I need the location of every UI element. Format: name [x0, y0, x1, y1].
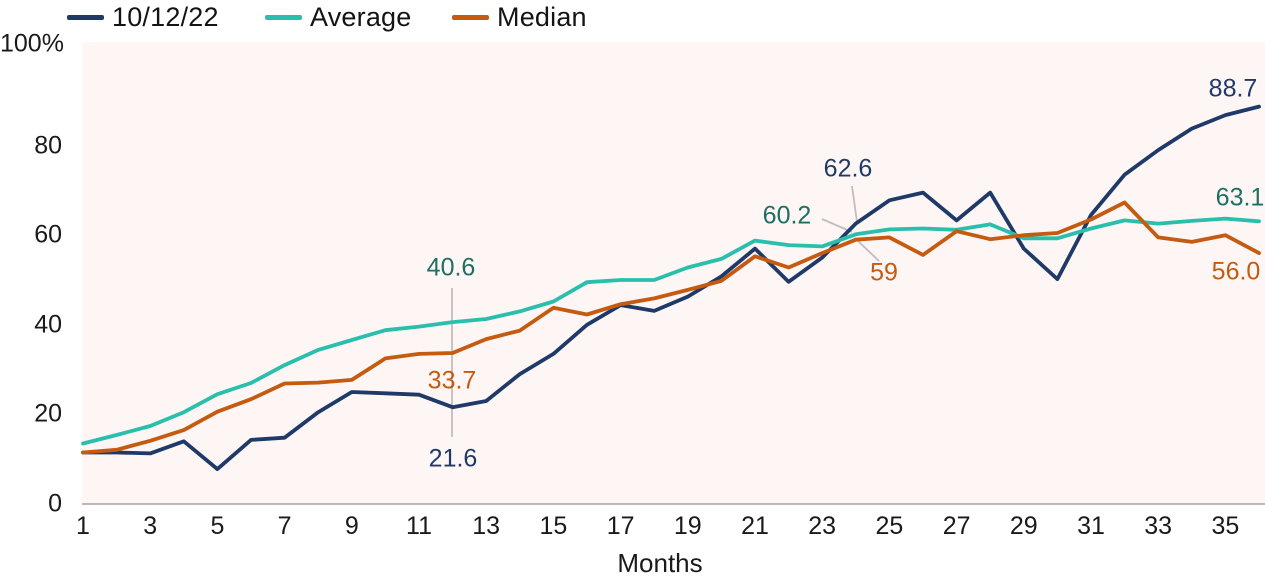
x-tick-19: 19: [673, 512, 702, 540]
x-tick-17: 17: [606, 512, 635, 540]
legend-item-average: Average: [265, 2, 411, 33]
x-axis-title: Months: [617, 548, 703, 578]
y-tick-40: 40: [34, 310, 62, 339]
x-tick-5: 5: [210, 512, 225, 540]
legend-item-10-12-22: 10/12/22: [67, 2, 219, 33]
legend-label-average: Average: [310, 2, 412, 32]
annotation-Median-m12: 33.7: [427, 366, 477, 395]
annotation-10-12-22-m36: 88.7: [1208, 74, 1258, 103]
x-tick-7: 7: [277, 512, 292, 540]
x-tick-3: 3: [143, 512, 158, 540]
x-tick-31: 31: [1077, 512, 1105, 540]
legend-label-10-12-22: 10/12/22: [112, 2, 219, 32]
y-tick-60: 60: [34, 220, 62, 249]
x-tick-15: 15: [539, 512, 568, 540]
legend-swatch-median-icon: [452, 15, 489, 20]
x-tick-21: 21: [741, 512, 769, 540]
y-tick-20: 20: [34, 399, 62, 428]
annotation-10-12-22-m24: 62.6: [823, 154, 873, 183]
leader-line-3: [857, 240, 880, 262]
x-tick-33: 33: [1144, 512, 1173, 540]
y-tick-100: 100%: [0, 29, 64, 58]
x-tick-25: 25: [875, 512, 904, 540]
annotation-Median-m24: 59: [870, 258, 898, 287]
series-line-1: [81, 216, 1261, 446]
x-tick-35: 35: [1211, 512, 1240, 540]
annotation-Average-m36: 63.1: [1215, 183, 1265, 212]
x-tick-9: 9: [344, 512, 359, 540]
x-tick-1: 1: [76, 512, 90, 540]
legend-swatch-average-icon: [265, 15, 302, 20]
legend-swatch-10-12-22-icon: [67, 15, 104, 20]
y-tick-80: 80: [34, 131, 62, 160]
series-line-2: [81, 200, 1261, 455]
annotation-Median-m36: 56.0: [1211, 257, 1261, 286]
series-line-0: [81, 104, 1261, 472]
x-tick-23: 23: [808, 512, 837, 540]
x-tick-29: 29: [1009, 512, 1038, 540]
legend: 10/12/22 Average Median: [0, 0, 1265, 36]
leader-line-1: [851, 185, 858, 223]
annotation-Average-m12: 40.6: [426, 253, 476, 282]
legend-item-median: Median: [452, 2, 587, 33]
annotation-Average-m24: 60.2: [762, 201, 812, 230]
legend-label-median: Median: [497, 2, 587, 32]
y-tick-0: 0: [48, 489, 62, 518]
annotation-10-12-22-m12: 21.6: [428, 444, 478, 473]
x-tick-11: 11: [406, 512, 432, 540]
x-tick-13: 13: [472, 512, 501, 540]
x-tick-27: 27: [942, 512, 971, 540]
